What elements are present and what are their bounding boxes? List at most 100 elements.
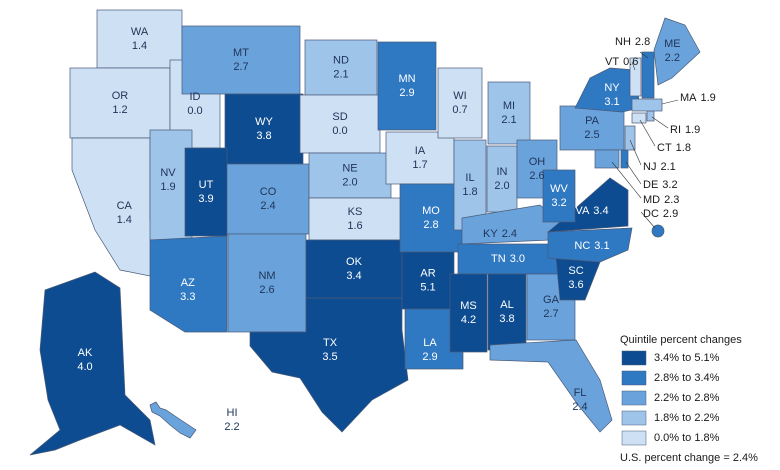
state-abbr: CO [260,186,277,198]
state-abbr: IA [415,145,426,157]
state-abbr: NM [258,270,275,282]
state [487,273,527,351]
legend-label: 3.4% to 5.1% [654,352,720,364]
state-abbr: NC [574,240,590,252]
state-label: RI 1.9 [670,124,700,136]
state-value: 2.8 [635,36,650,48]
state-value: 3.9 [198,193,213,205]
state-abbr: NH [615,36,631,48]
state-value: 1.8 [462,186,477,198]
states [29,9,701,456]
state [96,9,183,69]
state-abbr: OR [112,90,129,102]
state-value: 1.7 [412,159,427,171]
state-value: 2.2 [665,52,680,64]
state-value: 2.6 [529,170,544,182]
state [449,273,488,353]
state [249,297,409,433]
labels: WA 1.4 OR 1.2 CA 1.4 ID 0.0 NV 1.9 MT 2.7 WY 3.8 UT 3.9… [77,26,715,433]
leader-line [625,161,642,185]
state [487,81,531,145]
legend-swatch [621,390,647,406]
state-abbr: AR [420,267,435,279]
legend-label: 1.8% to 2.2% [654,412,720,424]
state-abbr: MO [422,205,440,217]
state-value: 2.2 [224,421,239,433]
state-value: 2.9 [422,351,437,363]
state-value: 2.8 [423,219,438,231]
us-note: U.S. percent change = 2.4% [620,452,758,464]
state-value: 1.9 [160,181,175,193]
state-value: 3.0 [510,253,525,265]
state-abbr: VA [575,205,590,217]
state-abbr: GA [543,294,560,306]
state-abbr: WV [550,183,568,195]
state-abbr: FL [574,387,587,399]
legend-label: 0.0% to 1.8% [654,432,720,444]
leader-line [651,116,669,129]
state-value: 3.8 [256,130,271,142]
state-value: 2.1 [501,114,516,126]
state-value: 0.7 [452,104,467,116]
state-value: 3.1 [594,240,609,252]
state-abbr: LA [423,337,437,349]
state-abbr: AZ [181,277,195,289]
state-abbr: KS [348,206,363,218]
state [542,169,576,223]
state-abbr: OK [346,256,363,268]
state-abbr: WY [255,116,273,128]
state-value: 2.9 [399,87,414,99]
state-value: 2.9 [663,208,678,220]
state-abbr: DE [643,179,658,191]
legend-swatch [621,430,647,446]
state-label: TN 3.0 [491,253,525,265]
state-abbr: AK [78,347,93,359]
leader-line [661,99,679,105]
legend-swatch [621,350,647,366]
legend-swatch [621,370,647,386]
state-abbr: OH [529,156,546,168]
state-abbr: WI [453,90,466,102]
state-abbr: MT [233,47,249,59]
state-value: 2.7 [233,61,248,73]
state-abbr: MI [503,100,515,112]
state-abbr: PA [585,115,600,127]
state-value: 4.0 [77,361,92,373]
state [149,401,197,439]
state [377,41,437,131]
state [437,67,483,139]
state-abbr: RI [670,124,681,136]
state-value: 2.5 [584,129,599,141]
legend-swatch [621,410,647,426]
state [299,94,381,154]
state [227,233,307,333]
legend-title: Quintile percent changes [620,334,742,346]
state-label: NJ 2.1 [643,161,676,173]
leader-line [640,211,656,229]
state-abbr: KY [483,228,498,240]
state [641,51,655,99]
state-value: 2.0 [494,180,509,192]
state [624,125,636,151]
state-abbr: SC [568,265,583,277]
state-value: 3.1 [604,96,619,108]
state-abbr: WA [131,26,149,38]
state-abbr: MA [680,92,697,104]
state-value: 4.2 [461,314,476,326]
state-abbr: IL [465,172,474,184]
state [304,39,378,96]
state-value: 5.1 [420,281,435,293]
state [385,131,455,185]
state-abbr: TX [323,337,338,349]
state-value: 3.5 [322,351,337,363]
state [631,112,647,124]
state-value: 1.4 [132,40,147,52]
legend-label: 2.2% to 2.8% [654,392,720,404]
state [149,235,228,333]
state-abbr: NJ [643,161,656,173]
state-value: 2.6 [259,284,274,296]
state [620,149,629,169]
leader-line [639,119,656,147]
state-abbr: SD [332,111,347,123]
